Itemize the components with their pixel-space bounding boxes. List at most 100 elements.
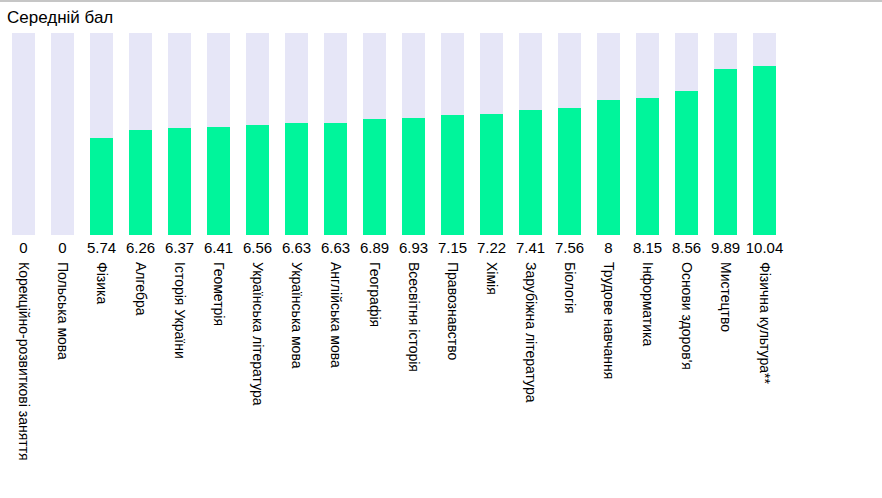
bar-value-label: 6.63 bbox=[282, 239, 311, 257]
bar-track[interactable] bbox=[636, 33, 659, 235]
bar-track[interactable] bbox=[558, 33, 581, 235]
bar-category-label: Англійська мова bbox=[327, 262, 344, 368]
bar-category-label: Корекційно-розвиткові заняття bbox=[15, 262, 32, 461]
bar-column: 6.63 Англійська мова bbox=[316, 33, 355, 461]
bar-column: 5.74 Фізика bbox=[82, 33, 121, 461]
bar-track[interactable] bbox=[168, 33, 191, 235]
bar-value-label: 10.04 bbox=[746, 239, 784, 257]
bar-fill[interactable] bbox=[714, 69, 737, 236]
bar-column: 8.15 Інформатика bbox=[628, 33, 667, 461]
bar-fill[interactable] bbox=[129, 130, 152, 235]
bar-category-label: Фізика bbox=[93, 262, 110, 304]
bar-fill[interactable] bbox=[168, 128, 191, 235]
bar-fill[interactable] bbox=[480, 114, 503, 236]
bar-fill[interactable] bbox=[597, 100, 620, 235]
bar-fill[interactable] bbox=[753, 66, 776, 235]
bar-track[interactable] bbox=[285, 33, 308, 235]
bar-track[interactable] bbox=[90, 33, 113, 235]
bar-value-label: 8.15 bbox=[633, 239, 662, 257]
bar-fill[interactable] bbox=[246, 125, 269, 235]
bar-fill[interactable] bbox=[519, 110, 542, 235]
bar-fill[interactable] bbox=[90, 138, 113, 235]
bar-column: 6.26 Алгебра bbox=[121, 33, 160, 461]
bar-track[interactable] bbox=[207, 33, 230, 235]
bar-fill[interactable] bbox=[558, 108, 581, 235]
bar-column: 7.41 Зарубіжна література bbox=[511, 33, 550, 461]
bar-track[interactable] bbox=[324, 33, 347, 235]
bar-category-label: Біологія bbox=[561, 262, 578, 314]
bar-column: 10.04 Фізична культура** bbox=[745, 33, 784, 461]
bar-value-label: 5.74 bbox=[87, 239, 116, 257]
bar-column: 6.41 Геометрія bbox=[199, 33, 238, 461]
bar-category-label: Українська література bbox=[249, 262, 266, 406]
bar-column: 6.56 Українська література bbox=[238, 33, 277, 461]
bar-track[interactable] bbox=[51, 33, 74, 235]
bar-value-label: 7.22 bbox=[477, 239, 506, 257]
bar-column: 6.89 Географія bbox=[355, 33, 394, 461]
bar-category-label: Зарубіжна література bbox=[522, 262, 539, 403]
bar-category-label: Правознавство bbox=[444, 262, 461, 360]
bar-category-label: Трудове навчання bbox=[600, 262, 617, 379]
bar-category-label: Українська мова bbox=[288, 262, 305, 368]
bar-column: 8 Трудове навчання bbox=[589, 33, 628, 461]
bar-track[interactable] bbox=[519, 33, 542, 235]
chart-title: Середній бал bbox=[7, 8, 882, 28]
bar-column: 7.15 Правознавство bbox=[433, 33, 472, 461]
bar-track[interactable] bbox=[714, 33, 737, 235]
bar-track[interactable] bbox=[441, 33, 464, 235]
bar-fill[interactable] bbox=[402, 118, 425, 235]
bar-category-label: Мистецтво bbox=[717, 262, 734, 332]
bar-track[interactable] bbox=[129, 33, 152, 235]
bar-category-label: Алгебра bbox=[132, 262, 149, 316]
bar-fill[interactable] bbox=[363, 119, 386, 235]
bar-fill[interactable] bbox=[285, 123, 308, 235]
bar-track[interactable] bbox=[675, 33, 698, 235]
bar-column: 6.93 Всесвітня історія bbox=[394, 33, 433, 461]
bar-category-label: Історія України bbox=[171, 262, 188, 359]
bar-track[interactable] bbox=[753, 33, 776, 235]
bar-fill[interactable] bbox=[636, 98, 659, 235]
bar-value-label: 6.93 bbox=[399, 239, 428, 257]
bar-value-label: 8 bbox=[604, 239, 612, 257]
bar-value-label: 9.89 bbox=[711, 239, 740, 257]
bar-value-label: 6.26 bbox=[126, 239, 155, 257]
bar-column: 0 Корекційно-розвиткові заняття bbox=[4, 33, 43, 461]
bar-column: 8.56 Основи здоров'я bbox=[667, 33, 706, 461]
bar-category-label: Всесвітня історія bbox=[405, 262, 422, 372]
bar-track[interactable] bbox=[12, 33, 35, 235]
bar-column: 7.22 Хімія bbox=[472, 33, 511, 461]
bar-track[interactable] bbox=[597, 33, 620, 235]
bar-column: 9.89 Мистецтво bbox=[706, 33, 745, 461]
bar-value-label: 6.56 bbox=[243, 239, 272, 257]
bar-value-label: 8.56 bbox=[672, 239, 701, 257]
bar-column: 0 Польська мова bbox=[43, 33, 82, 461]
bar-category-label: Фізична культура** bbox=[756, 262, 773, 384]
bar-value-label: 7.41 bbox=[516, 239, 545, 257]
bar-category-label: Основи здоров'я bbox=[678, 262, 695, 370]
bar-column: 6.37 Історія України bbox=[160, 33, 199, 461]
bar-track[interactable] bbox=[363, 33, 386, 235]
bar-category-label: Інформатика bbox=[639, 262, 656, 346]
bar-fill[interactable] bbox=[207, 127, 230, 235]
bar-fill[interactable] bbox=[441, 115, 464, 235]
bar-category-label: Польська мова bbox=[54, 262, 71, 360]
bar-fill[interactable] bbox=[324, 123, 347, 235]
average-score-chart-page: Середній бал 0 Корекційно-розвиткові заня… bbox=[0, 0, 882, 498]
bar-value-label: 7.56 bbox=[555, 239, 584, 257]
bar-track[interactable] bbox=[480, 33, 503, 235]
bar-fill[interactable] bbox=[675, 91, 698, 235]
bar-column: 7.56 Біологія bbox=[550, 33, 589, 461]
bar-column: 6.63 Українська мова bbox=[277, 33, 316, 461]
bar-value-label: 0 bbox=[19, 239, 27, 257]
bar-track[interactable] bbox=[402, 33, 425, 235]
bar-value-label: 6.41 bbox=[204, 239, 233, 257]
bar-value-label: 6.89 bbox=[360, 239, 389, 257]
bar-value-label: 7.15 bbox=[438, 239, 467, 257]
bar-value-label: 6.63 bbox=[321, 239, 350, 257]
bar-category-label: Географія bbox=[366, 262, 383, 327]
bar-track[interactable] bbox=[246, 33, 269, 235]
bar-value-label: 6.37 bbox=[165, 239, 194, 257]
bar-category-label: Геометрія bbox=[210, 262, 227, 326]
bar-value-label: 0 bbox=[58, 239, 66, 257]
bar-category-label: Хімія bbox=[483, 262, 500, 295]
